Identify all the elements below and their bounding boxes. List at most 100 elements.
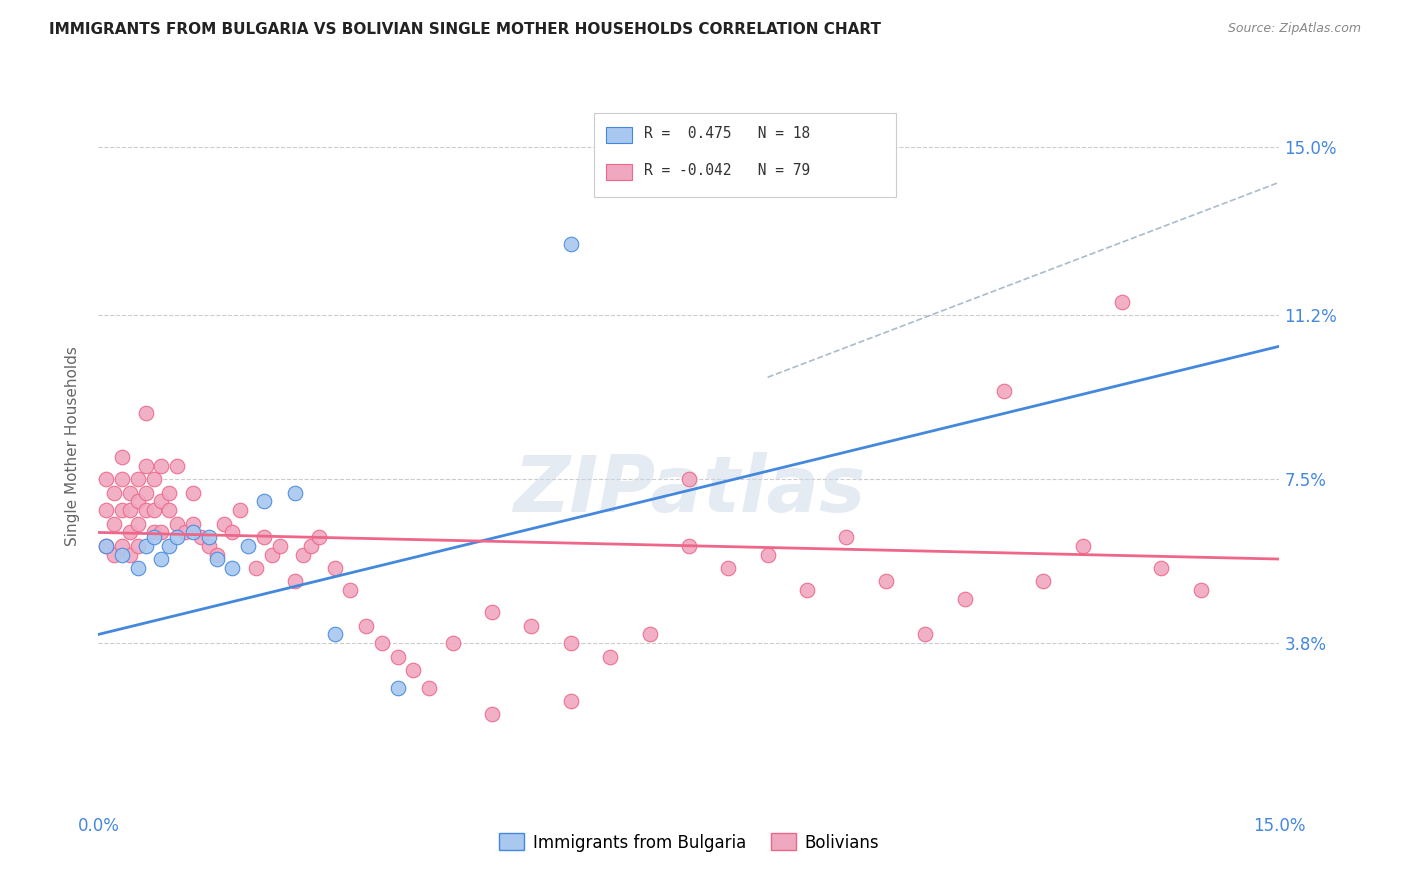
Text: R =  0.475   N = 18: R = 0.475 N = 18 [644, 126, 810, 141]
Point [166, 516, 188, 531]
Point [229, 503, 252, 517]
Point [678, 472, 700, 486]
Point [150, 494, 173, 508]
Point [135, 458, 157, 473]
Point [756, 548, 779, 562]
Point [481, 605, 503, 619]
Point [150, 525, 173, 540]
Text: Source: ZipAtlas.com: Source: ZipAtlas.com [1227, 22, 1361, 36]
Point [135, 406, 157, 420]
Point [150, 458, 173, 473]
Point [638, 627, 661, 641]
Point [197, 539, 219, 553]
Point [371, 636, 394, 650]
Point [875, 574, 897, 589]
Text: IMMIGRANTS FROM BULGARIA VS BOLIVIAN SINGLE MOTHER HOUSEHOLDS CORRELATION CHART: IMMIGRANTS FROM BULGARIA VS BOLIVIAN SIN… [49, 22, 882, 37]
Point [717, 561, 740, 575]
Point [135, 539, 157, 553]
Point [111, 548, 134, 562]
Point [560, 694, 582, 708]
Point [560, 237, 582, 252]
Point [103, 516, 125, 531]
Text: R = -0.042   N = 79: R = -0.042 N = 79 [644, 162, 810, 178]
Legend: Immigrants from Bulgaria, Bolivians: Immigrants from Bulgaria, Bolivians [492, 827, 886, 858]
Point [1189, 583, 1212, 598]
Point [354, 618, 377, 632]
Point [292, 548, 315, 562]
Point [127, 472, 149, 486]
Point [181, 516, 204, 531]
Point [678, 539, 700, 553]
Point [127, 539, 149, 553]
Point [118, 485, 141, 500]
Point [402, 663, 425, 677]
Point [205, 552, 228, 566]
Bar [606, 163, 633, 180]
Point [1032, 574, 1054, 589]
Point [1111, 294, 1133, 309]
Point [181, 525, 204, 540]
Point [96, 539, 118, 553]
Point [1150, 561, 1173, 575]
Point [103, 548, 125, 562]
Point [914, 627, 936, 641]
Point [284, 485, 307, 500]
Point [299, 539, 322, 553]
Point [481, 707, 503, 722]
Point [166, 530, 188, 544]
Point [111, 539, 134, 553]
Point [142, 525, 165, 540]
Point [418, 681, 440, 695]
Point [323, 561, 346, 575]
Point [135, 503, 157, 517]
Point [260, 548, 283, 562]
Point [1071, 539, 1094, 553]
Point [796, 583, 818, 598]
Point [387, 649, 409, 664]
Point [157, 539, 180, 553]
Point [150, 552, 173, 566]
Bar [606, 127, 633, 144]
Y-axis label: Single Mother Households: Single Mother Households [65, 346, 80, 546]
Point [221, 525, 243, 540]
Point [221, 561, 243, 575]
Point [157, 503, 180, 517]
Point [560, 636, 582, 650]
Point [127, 516, 149, 531]
Point [111, 472, 134, 486]
Point [339, 583, 361, 598]
Point [118, 525, 141, 540]
Point [205, 548, 228, 562]
Point [214, 516, 236, 531]
Point [142, 503, 165, 517]
Point [111, 503, 134, 517]
Point [323, 627, 346, 641]
Point [111, 450, 134, 464]
Point [127, 494, 149, 508]
Point [953, 591, 976, 606]
Point [181, 485, 204, 500]
Text: ZIPatlas: ZIPatlas [513, 452, 865, 528]
Point [142, 530, 165, 544]
Point [118, 548, 141, 562]
Point [190, 530, 212, 544]
Point [96, 539, 118, 553]
Point [835, 530, 858, 544]
Point [253, 494, 276, 508]
Point [599, 649, 621, 664]
Point [993, 384, 1015, 398]
Point [197, 530, 219, 544]
FancyBboxPatch shape [595, 113, 896, 197]
Point [245, 561, 267, 575]
Point [118, 503, 141, 517]
Point [142, 472, 165, 486]
Point [166, 458, 188, 473]
Point [269, 539, 291, 553]
Point [284, 574, 307, 589]
Point [103, 485, 125, 500]
Point [253, 530, 276, 544]
Point [387, 681, 409, 695]
Point [520, 618, 543, 632]
Point [441, 636, 464, 650]
Point [135, 485, 157, 500]
